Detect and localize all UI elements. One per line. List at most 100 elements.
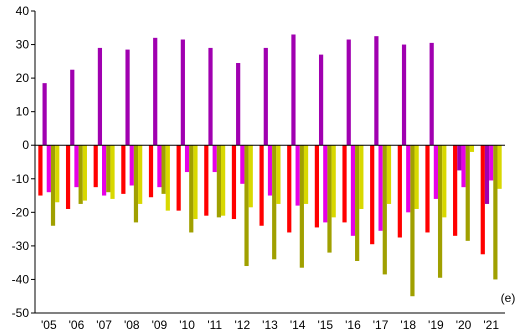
bar-9-series-2 xyxy=(295,145,300,206)
x-tick-label: '09 xyxy=(152,318,168,332)
bar-7-series-0 xyxy=(231,145,237,220)
bar-3-series-2 xyxy=(129,145,134,186)
y-tick-label: -20 xyxy=(12,205,30,219)
bar-15-series-1 xyxy=(457,145,462,171)
bar-15-series-4 xyxy=(469,145,475,152)
bar-7-series-1 xyxy=(236,63,241,146)
bar-16-series-3 xyxy=(493,145,498,280)
bar-2-series-1 xyxy=(97,47,103,146)
bar-13-series-1 xyxy=(401,44,407,146)
x-tick-label: '18 xyxy=(400,318,416,332)
bar-12-series-3 xyxy=(382,145,387,275)
bar-5-series-4 xyxy=(193,145,198,220)
bar-5-series-3 xyxy=(189,145,194,233)
bar-6-series-0 xyxy=(204,145,209,216)
bar-10-series-4 xyxy=(331,145,336,218)
bar-10-series-1 xyxy=(318,54,324,146)
bar-4-series-2 xyxy=(157,145,162,188)
bar-11-series-0 xyxy=(342,145,347,223)
bar-1-series-3 xyxy=(78,145,83,204)
bar-15-series-2 xyxy=(461,145,466,188)
bar-8-series-4 xyxy=(276,145,281,204)
bar-6-series-3 xyxy=(216,145,222,218)
y-tick-label: -50 xyxy=(12,306,30,320)
y-tick-label: 0 xyxy=(22,138,29,152)
bar-3-series-4 xyxy=(138,145,143,204)
x-tick-label: '20 xyxy=(456,318,472,332)
y-tick-label: 20 xyxy=(16,71,30,85)
x-tick-label: '07 xyxy=(96,318,112,332)
bar-2-series-0 xyxy=(93,145,98,188)
bar-13-series-3 xyxy=(410,145,415,297)
bar-6-series-1 xyxy=(208,47,213,146)
bar-5-series-0 xyxy=(176,145,181,211)
axis-layer xyxy=(34,11,505,314)
bar-1-series-4 xyxy=(82,145,87,201)
bar-12-series-4 xyxy=(386,145,392,204)
bar-1-series-1 xyxy=(70,69,75,146)
bar-2-series-2 xyxy=(102,145,107,196)
bar-15-series-0 xyxy=(453,145,458,236)
bar-0-series-1 xyxy=(42,83,47,146)
y-tick-label: 40 xyxy=(16,4,30,18)
bar-8-series-3 xyxy=(272,145,277,260)
y-tick-label: -10 xyxy=(12,172,30,186)
bar-7-series-2 xyxy=(240,145,245,184)
bar-11-series-4 xyxy=(359,145,364,209)
bar-8-series-2 xyxy=(267,145,273,196)
bar-14-series-1 xyxy=(429,42,434,146)
bar-10-series-2 xyxy=(323,145,328,223)
bar-10-series-0 xyxy=(314,145,319,228)
bar-6-series-2 xyxy=(212,145,217,173)
x-tick-label: '12 xyxy=(235,318,251,332)
bar-14-series-4 xyxy=(442,145,447,218)
bar-12-series-2 xyxy=(378,145,383,231)
x-tick-label: '08 xyxy=(124,318,140,332)
y-tick-label: 30 xyxy=(16,38,30,52)
y-tick-label: -40 xyxy=(12,272,30,286)
bar-1-series-2 xyxy=(74,145,79,188)
bar-16-series-2 xyxy=(489,145,494,181)
bar-13-series-2 xyxy=(406,145,411,213)
bar-9-series-0 xyxy=(287,145,292,233)
x-tick-label: '19 xyxy=(428,318,444,332)
bar-9-series-4 xyxy=(303,145,309,204)
bar-12-series-1 xyxy=(374,36,379,146)
bar-13-series-0 xyxy=(397,145,402,238)
x-tick-label: '05 xyxy=(41,318,57,332)
bar-0-series-3 xyxy=(50,145,56,226)
x-tick-label: '11 xyxy=(207,318,222,332)
bar-9-series-1 xyxy=(291,34,296,146)
bar-4-series-0 xyxy=(148,145,154,198)
bar-4-series-1 xyxy=(153,37,158,146)
bar-12-series-0 xyxy=(370,145,375,245)
bar-5-series-2 xyxy=(184,145,190,173)
x-tick-label: '17 xyxy=(373,318,389,332)
bar-11-series-2 xyxy=(350,145,356,236)
y-ticks: 40 30 20 10 0 -10 -20 -30 -40 -50 xyxy=(12,4,35,320)
bar-11-series-3 xyxy=(355,145,360,261)
bar-4-series-4 xyxy=(165,145,170,211)
estimate-note: (e) xyxy=(501,291,516,305)
bar-3-series-1 xyxy=(125,49,130,146)
bar-15-series-3 xyxy=(465,145,470,241)
y-tick-label: 10 xyxy=(16,105,30,119)
y-tick-label: -30 xyxy=(12,239,30,253)
bar-2-series-4 xyxy=(110,145,115,199)
x-ticks: '05 '06 '07 '08 '09 '10 '11 '12 '13 '14 '15 '16 '17 '… xyxy=(41,318,499,332)
bar-3-series-3 xyxy=(133,145,139,223)
x-tick-label: '06 xyxy=(69,318,85,332)
bars-layer xyxy=(38,34,502,297)
bar-7-series-3 xyxy=(244,145,249,267)
bar-16-series-4 xyxy=(497,145,502,189)
bar-3-series-0 xyxy=(121,145,126,194)
bar-1-series-0 xyxy=(65,145,71,209)
bar-14-series-0 xyxy=(425,145,430,233)
bar-16-series-0 xyxy=(480,145,485,255)
bar-7-series-4 xyxy=(248,145,253,208)
bar-11-series-1 xyxy=(346,39,351,146)
bar-5-series-1 xyxy=(180,39,185,146)
bar-13-series-4 xyxy=(414,145,419,209)
bar-10-series-3 xyxy=(327,145,332,253)
